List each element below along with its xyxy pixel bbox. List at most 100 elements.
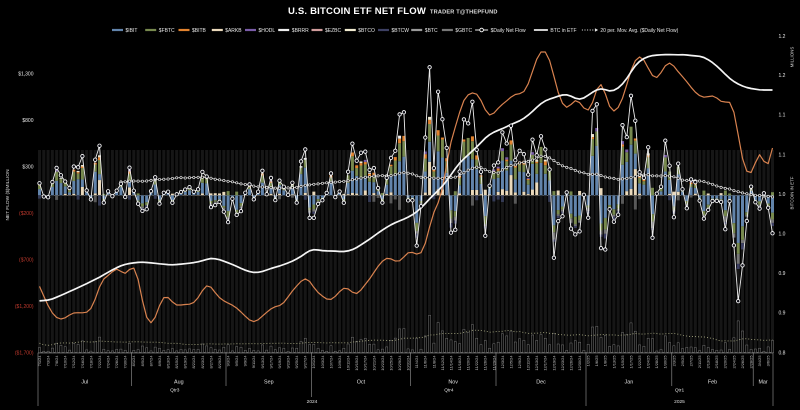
svg-text:7/10/24: 7/10/24 xyxy=(63,355,68,369)
svg-text:9/23/24: 9/23/24 xyxy=(286,355,291,369)
svg-text:1.0: 1.0 xyxy=(779,232,786,238)
svg-text:0.9: 0.9 xyxy=(779,311,786,317)
svg-text:12/19/24: 12/19/24 xyxy=(551,355,556,371)
svg-text:Qtr4: Qtr4 xyxy=(444,388,454,394)
svg-text:8/19/24: 8/19/24 xyxy=(183,355,188,369)
svg-text:$Daily Net Flow: $Daily Net Flow xyxy=(491,28,526,34)
svg-text:1/24/25: 1/24/25 xyxy=(646,356,651,369)
svg-text:9/25/24: 9/25/24 xyxy=(294,355,299,369)
svg-text:2/11/25: 2/11/25 xyxy=(697,356,702,369)
svg-text:$GBTC: $GBTC xyxy=(455,28,472,34)
svg-text:1/8/25: 1/8/25 xyxy=(603,356,608,367)
svg-text:12/5/24: 12/5/24 xyxy=(508,355,513,369)
svg-text:1.1: 1.1 xyxy=(779,153,786,159)
svg-text:10/21/24: 10/21/24 xyxy=(371,355,376,371)
svg-text:1/30/25: 1/30/25 xyxy=(663,356,668,369)
svg-text:9/17/24: 9/17/24 xyxy=(268,355,273,369)
svg-text:7/22/24: 7/22/24 xyxy=(97,355,102,369)
svg-text:1/28/25: 1/28/25 xyxy=(654,356,659,369)
svg-text:TRADER T@THEPFUND: TRADER T@THEPFUND xyxy=(430,10,498,16)
svg-text:11/18/24: 11/18/24 xyxy=(457,355,462,371)
svg-text:8/1/24: 8/1/24 xyxy=(131,355,136,367)
svg-text:10/7/24: 10/7/24 xyxy=(328,355,333,369)
svg-text:7/1/24: 7/1/24 xyxy=(37,355,42,367)
svg-text:$800: $800 xyxy=(22,118,33,124)
svg-text:9/3/24: 9/3/24 xyxy=(226,355,231,367)
svg-text:9/19/24: 9/19/24 xyxy=(277,355,282,369)
svg-text:1/13/25: 1/13/25 xyxy=(611,356,616,369)
svg-text:$BITB: $BITB xyxy=(192,28,207,34)
svg-text:8/13/24: 8/13/24 xyxy=(166,355,171,369)
svg-text:Oct: Oct xyxy=(357,380,366,386)
svg-text:3/4/25: 3/4/25 xyxy=(757,356,762,367)
svg-text:NET FLOW ($)MILLION: NET FLOW ($)MILLION xyxy=(5,169,11,221)
svg-text:12/13/24: 12/13/24 xyxy=(534,355,539,371)
svg-text:7/30/24: 7/30/24 xyxy=(123,355,128,369)
svg-text:2/28/25: 2/28/25 xyxy=(749,356,754,369)
svg-text:8/7/24: 8/7/24 xyxy=(148,355,153,367)
svg-text:1/15/25: 1/15/25 xyxy=(620,356,625,369)
svg-text:10/1/24: 10/1/24 xyxy=(311,355,316,369)
svg-text:7/16/24: 7/16/24 xyxy=(80,355,85,369)
svg-text:($700): ($700) xyxy=(19,258,34,264)
svg-text:Jul: Jul xyxy=(81,380,88,386)
svg-text:$1,300: $1,300 xyxy=(18,72,34,78)
svg-text:$BTCO: $BTCO xyxy=(358,28,375,34)
svg-text:$HODL: $HODL xyxy=(259,28,276,34)
svg-text:Nov: Nov xyxy=(448,380,458,386)
svg-text:11/22/24: 11/22/24 xyxy=(474,355,479,371)
svg-text:2024: 2024 xyxy=(307,399,318,405)
svg-text:$300: $300 xyxy=(22,165,33,171)
svg-text:2/7/25: 2/7/25 xyxy=(689,356,694,367)
svg-text:0.9: 0.9 xyxy=(779,271,786,277)
svg-text:7/8/24: 7/8/24 xyxy=(54,355,59,367)
svg-text:$BTCW: $BTCW xyxy=(392,28,410,34)
svg-text:$EZBC: $EZBC xyxy=(325,28,342,34)
svg-text:7/3/24: 7/3/24 xyxy=(46,355,51,367)
svg-text:$IBIT: $IBIT xyxy=(126,28,138,34)
svg-text:($1,700): ($1,700) xyxy=(15,351,34,357)
svg-text:10/9/24: 10/9/24 xyxy=(337,355,342,369)
svg-text:2/13/25: 2/13/25 xyxy=(706,356,711,369)
svg-text:12/9/24: 12/9/24 xyxy=(517,355,522,369)
svg-text:10/15/24: 10/15/24 xyxy=(354,355,359,371)
svg-text:7/18/24: 7/18/24 xyxy=(88,355,93,369)
svg-text:1.2: 1.2 xyxy=(779,73,786,79)
svg-text:Aug: Aug xyxy=(174,380,184,386)
svg-text:8/5/24: 8/5/24 xyxy=(140,355,145,367)
svg-text:Jan: Jan xyxy=(625,380,634,386)
svg-text:10/11/24: 10/11/24 xyxy=(346,355,351,371)
svg-text:Feb: Feb xyxy=(708,380,717,386)
svg-text:7/12/24: 7/12/24 xyxy=(71,355,76,369)
svg-text:8/29/24: 8/29/24 xyxy=(217,355,222,369)
svg-text:Sep: Sep xyxy=(264,380,274,386)
svg-text:8/9/24: 8/9/24 xyxy=(157,355,162,367)
svg-text:9/5/24: 9/5/24 xyxy=(234,355,239,367)
svg-text:12/26/24: 12/26/24 xyxy=(568,355,573,371)
svg-text:11/8/24: 11/8/24 xyxy=(431,355,436,369)
svg-text:8/23/24: 8/23/24 xyxy=(200,355,205,369)
svg-text:2/20/25: 2/20/25 xyxy=(723,356,728,369)
svg-text:U.S. BITCOIN ETF NET FLOW: U.S. BITCOIN ETF NET FLOW xyxy=(288,6,426,17)
svg-text:12/30/24: 12/30/24 xyxy=(577,355,582,371)
svg-text:1/6/25: 1/6/25 xyxy=(594,356,599,367)
svg-text:12/17/24: 12/17/24 xyxy=(543,355,548,371)
svg-text:MILLIONS: MILLIONS xyxy=(790,47,795,68)
svg-text:2/24/25: 2/24/25 xyxy=(731,356,736,369)
svg-text:2/26/25: 2/26/25 xyxy=(740,356,745,369)
svg-text:11/29/24: 11/29/24 xyxy=(491,355,496,371)
svg-text:1.1: 1.1 xyxy=(779,113,786,119)
svg-text:($1,200): ($1,200) xyxy=(15,304,34,310)
svg-text:2025: 2025 xyxy=(674,399,685,405)
svg-text:11/4/24: 11/4/24 xyxy=(414,355,419,369)
svg-text:8/21/24: 8/21/24 xyxy=(191,355,196,369)
svg-text:$BRRR: $BRRR xyxy=(292,28,309,34)
svg-text:$BTC: $BTC xyxy=(425,28,438,34)
svg-text:Dec: Dec xyxy=(536,380,546,386)
svg-text:10/23/24: 10/23/24 xyxy=(380,355,385,371)
svg-text:11/26/24: 11/26/24 xyxy=(483,355,488,371)
svg-text:12/23/24: 12/23/24 xyxy=(560,355,565,371)
svg-text:10/17/24: 10/17/24 xyxy=(363,355,368,371)
svg-text:10/3/24: 10/3/24 xyxy=(320,355,325,369)
svg-text:1.0: 1.0 xyxy=(779,192,786,198)
